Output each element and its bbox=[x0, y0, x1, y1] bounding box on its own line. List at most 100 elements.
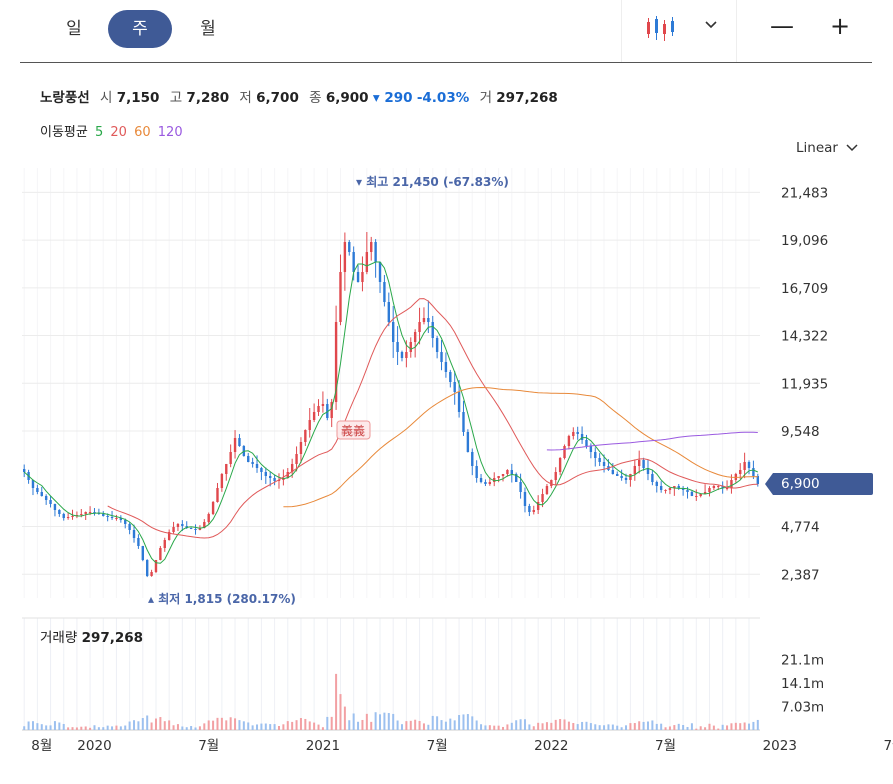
volume-bar bbox=[321, 727, 324, 730]
x-tick-label: 8월 bbox=[31, 738, 52, 754]
volume-bar bbox=[730, 723, 733, 730]
volume-bar bbox=[45, 725, 48, 730]
candle bbox=[519, 482, 522, 492]
zoom-in-button[interactable]: + bbox=[830, 12, 851, 40]
volume-bar bbox=[682, 725, 685, 730]
volume-bar bbox=[506, 724, 509, 730]
volume-bar bbox=[264, 723, 267, 730]
volume-bar bbox=[519, 719, 522, 730]
candle bbox=[624, 478, 628, 480]
y-tick-label: 21,483 bbox=[781, 185, 828, 201]
candle bbox=[725, 488, 729, 489]
volume-bar bbox=[572, 723, 575, 730]
candle bbox=[611, 470, 615, 474]
volume-bar bbox=[387, 713, 390, 730]
volume-bar bbox=[27, 721, 30, 730]
chevron-down-icon[interactable] bbox=[704, 20, 718, 30]
volume-bar bbox=[176, 724, 179, 730]
volume-bar bbox=[260, 723, 263, 730]
candle bbox=[172, 527, 175, 532]
volume-bar bbox=[352, 713, 355, 730]
candle bbox=[255, 464, 259, 468]
candle bbox=[44, 496, 48, 500]
candle bbox=[444, 362, 448, 372]
ma5-label[interactable]: 5 bbox=[94, 125, 104, 140]
volume-bar bbox=[664, 727, 667, 730]
candle bbox=[176, 524, 180, 527]
candle bbox=[40, 492, 43, 496]
candle bbox=[646, 468, 650, 474]
candle bbox=[664, 490, 667, 491]
volume-bar bbox=[563, 719, 566, 730]
volume-tick-label: 14.1m bbox=[781, 676, 824, 692]
volume-bar bbox=[49, 725, 52, 730]
volume-bar bbox=[686, 726, 689, 730]
x-tick-label: 7월 bbox=[883, 738, 893, 754]
stock-summary: 노랑풍선 시 7,150 고 7,280 저 6,700 종 6,900 ▾ 2… bbox=[40, 86, 558, 106]
candle bbox=[567, 436, 571, 446]
volume-bar bbox=[212, 720, 215, 730]
header-divider bbox=[20, 62, 872, 63]
y-tick-label: 9,548 bbox=[781, 424, 820, 440]
candle bbox=[154, 560, 158, 572]
tab-day[interactable]: 일 bbox=[66, 19, 82, 39]
change-value: ▾ 290 bbox=[372, 90, 413, 106]
volume-bar bbox=[229, 717, 232, 730]
close-label: 종 bbox=[309, 90, 322, 106]
candle bbox=[304, 430, 307, 442]
ma60-line bbox=[283, 386, 758, 508]
event-marker-badge[interactable] bbox=[336, 420, 371, 440]
candle bbox=[668, 488, 672, 490]
ma60-label[interactable]: 60 bbox=[134, 125, 151, 140]
candle bbox=[558, 458, 562, 472]
candle bbox=[247, 456, 250, 462]
candle bbox=[387, 302, 391, 322]
volume-bar bbox=[330, 716, 333, 730]
y-tick-label: 2,387 bbox=[781, 567, 820, 583]
candle bbox=[510, 470, 514, 474]
candle bbox=[159, 548, 162, 560]
ma5-line bbox=[23, 261, 759, 564]
volume-bar bbox=[348, 720, 351, 730]
x-tick-label: 2021 bbox=[306, 738, 340, 754]
candle bbox=[554, 472, 557, 480]
volume-bar bbox=[660, 723, 663, 730]
volume-bar bbox=[383, 712, 386, 730]
zoom-out-button[interactable]: — bbox=[770, 12, 794, 40]
candle bbox=[163, 540, 166, 548]
volume-bar bbox=[581, 721, 584, 730]
tab-week[interactable]: 주 bbox=[108, 10, 172, 48]
period-tabs: 일 주 월 — + bbox=[0, 0, 893, 62]
candle bbox=[308, 420, 311, 430]
candle bbox=[356, 272, 360, 282]
volume-bar bbox=[308, 721, 311, 730]
candle bbox=[330, 402, 333, 418]
candlestick-icon[interactable] bbox=[645, 14, 677, 44]
volume-bar bbox=[616, 725, 619, 730]
volume-bar bbox=[256, 724, 259, 730]
ma20-label[interactable]: 20 bbox=[110, 125, 127, 140]
volume-bar bbox=[361, 719, 364, 730]
scale-selector[interactable]: Linear bbox=[796, 140, 858, 156]
volume-bar bbox=[712, 725, 715, 730]
tab-month[interactable]: 월 bbox=[200, 19, 216, 39]
volume-bar bbox=[159, 717, 162, 730]
volume-bar bbox=[471, 716, 474, 730]
candle bbox=[449, 372, 452, 382]
candle bbox=[497, 476, 500, 478]
candle bbox=[84, 512, 87, 514]
volume-bar bbox=[269, 724, 272, 730]
candle bbox=[747, 462, 751, 468]
toolbar-divider bbox=[736, 0, 737, 62]
candle bbox=[365, 252, 369, 272]
candle bbox=[58, 510, 61, 514]
volume-bar bbox=[458, 715, 461, 730]
candle bbox=[396, 342, 399, 352]
candle bbox=[598, 458, 601, 462]
candle bbox=[264, 472, 268, 476]
x-tick-label: 2022 bbox=[534, 738, 568, 754]
volume-bar bbox=[124, 725, 127, 730]
candle bbox=[695, 496, 698, 497]
ma120-label[interactable]: 120 bbox=[157, 125, 183, 140]
